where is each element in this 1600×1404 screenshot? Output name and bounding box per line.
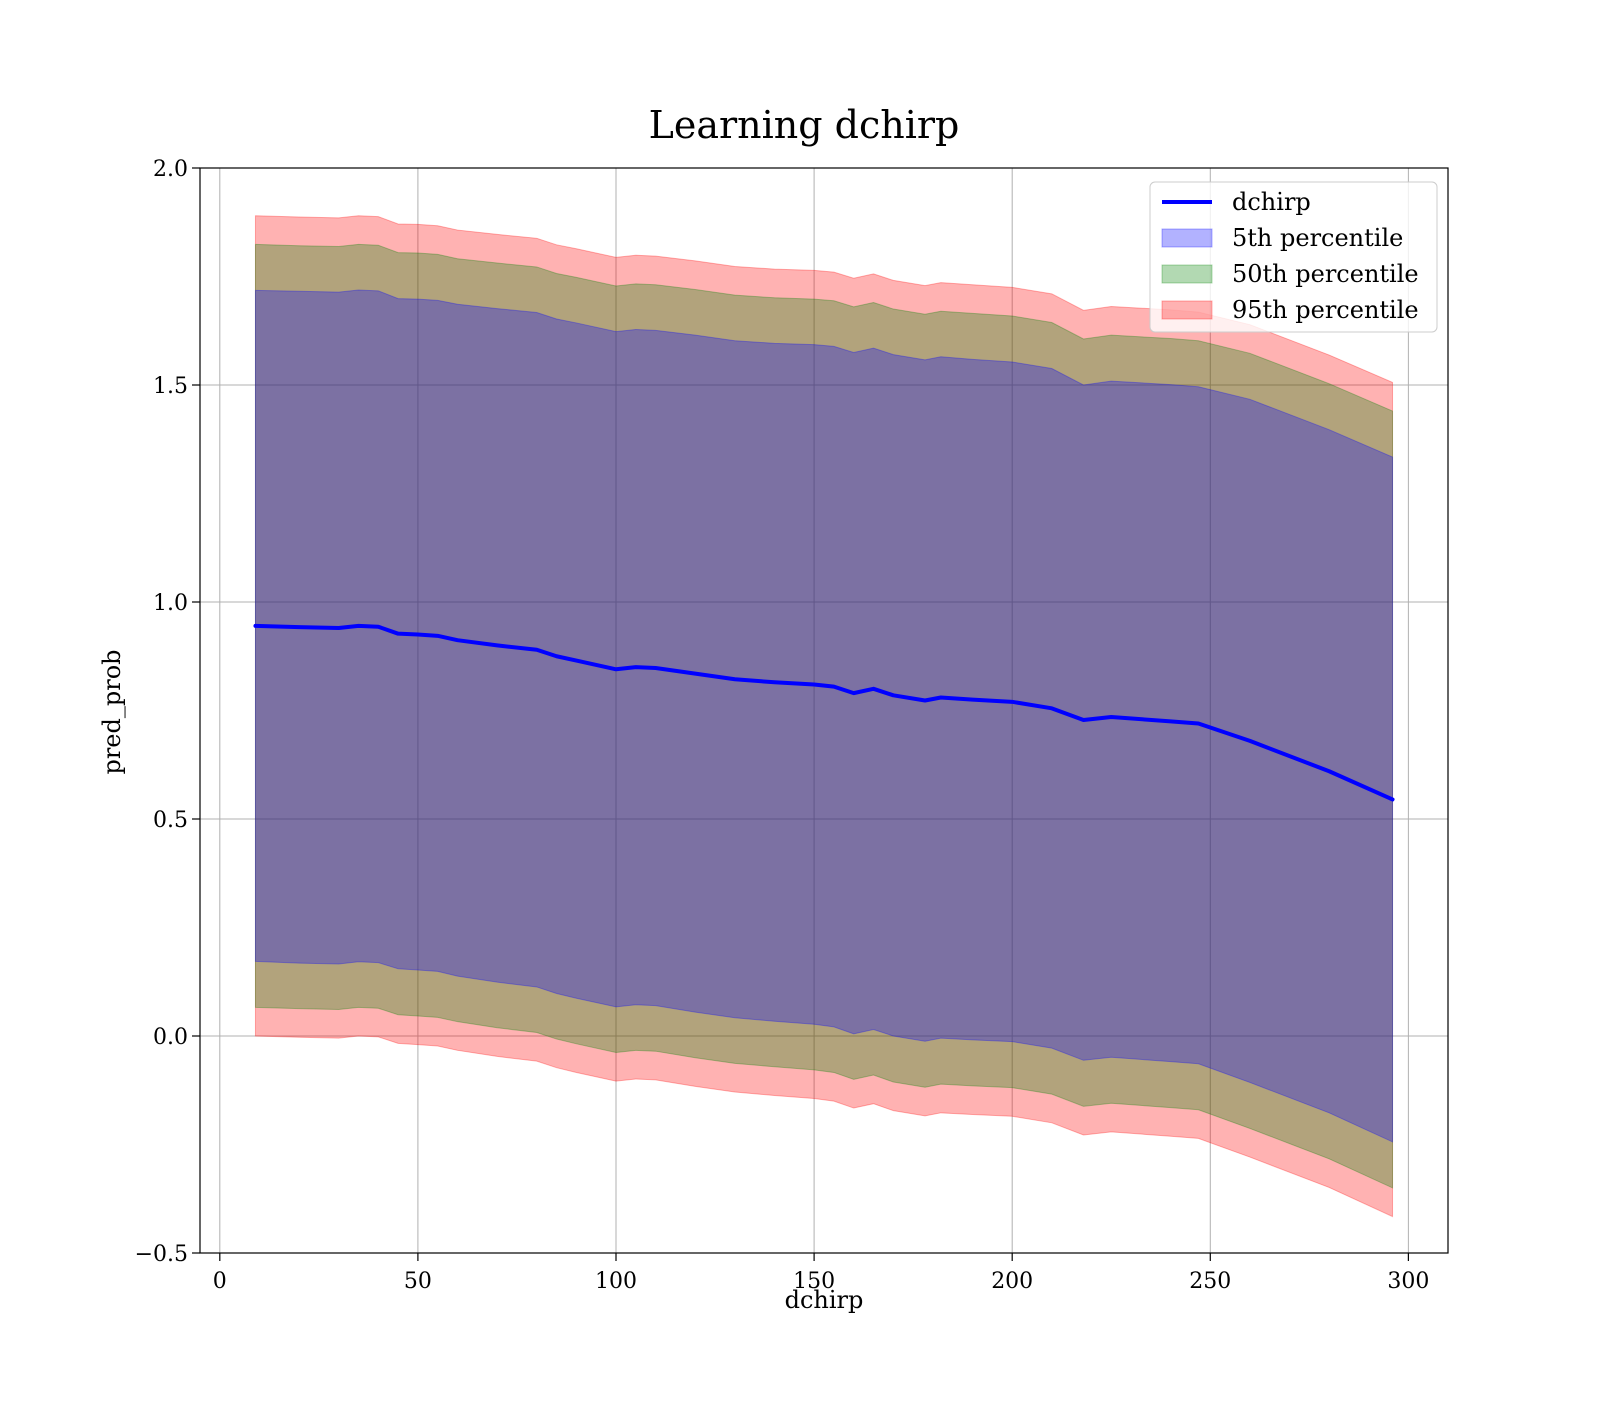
x-tick-label: 50 <box>404 1269 432 1294</box>
y-tick-label: 1.0 <box>153 591 188 616</box>
tick-layer: 0 50 100 150 200 250 300 −0.5 0.0 0.5 1.0 1.5 2.0 <box>135 157 1430 1294</box>
band-50th-percentile <box>254 243 1394 1189</box>
y-axis-label: pred_prob <box>98 649 126 774</box>
series-line-dchirp <box>253 623 1395 802</box>
legend: dchirp 5th percentile 50th percentile 95th … <box>1149 181 1438 333</box>
legend-key-50th-percentile <box>1161 264 1213 284</box>
line-layer <box>253 623 1395 802</box>
x-tick-label: 100 <box>595 1269 637 1294</box>
legend-box <box>1149 181 1438 333</box>
plot-frame <box>199 167 1449 1254</box>
legend-items: dchirp 5th percentile 50th percentile 95th … <box>1161 188 1419 324</box>
legend-key-95th-percentile <box>1161 300 1213 320</box>
band-5th-percentile <box>254 289 1394 1143</box>
legend-label: dchirp <box>1232 188 1311 216</box>
x-tick-label: 200 <box>991 1269 1033 1294</box>
plot-background <box>200 168 1448 1253</box>
x-tick-label: 250 <box>1189 1269 1231 1294</box>
y-tick-label: 0.0 <box>153 1025 188 1050</box>
legend-label: 50th percentile <box>1232 260 1419 288</box>
plot-area <box>199 167 1449 1254</box>
band-95th-percentile <box>254 215 1394 1218</box>
y-tick-label: 1.5 <box>153 374 188 399</box>
y-tick-label: −0.5 <box>135 1242 188 1267</box>
y-tick-label: 2.0 <box>153 157 188 182</box>
x-tick-label: 0 <box>213 1269 227 1294</box>
x-tick-label: 150 <box>793 1269 835 1294</box>
x-tick-label: 300 <box>1387 1269 1429 1294</box>
chart-title: Learning dchirp <box>649 103 960 147</box>
legend-label: 95th percentile <box>1232 296 1419 324</box>
x-axis-label: dchirp <box>785 1286 864 1314</box>
band-layer <box>254 215 1394 1218</box>
legend-label: 5th percentile <box>1232 224 1403 252</box>
y-tick-label: 0.5 <box>153 808 188 833</box>
legend-key-5th-percentile <box>1161 228 1213 248</box>
